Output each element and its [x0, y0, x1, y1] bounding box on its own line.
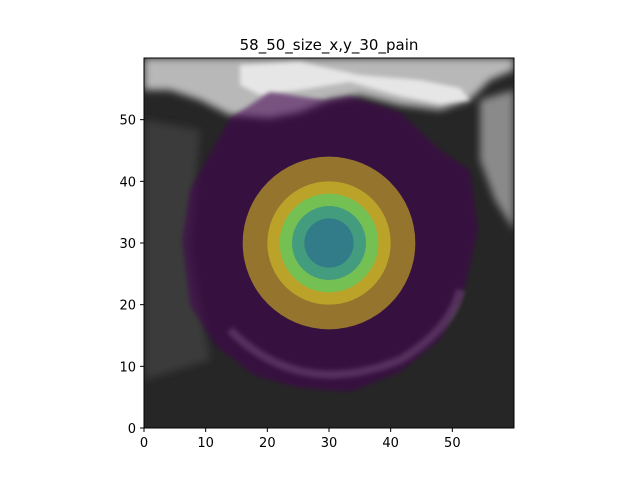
y-tick-label: 0 [128, 422, 136, 437]
x-axis: 0 10 20 30 40 50 [140, 428, 461, 451]
y-tick-label: 30 [119, 237, 136, 252]
x-tick-label: 10 [197, 436, 214, 451]
y-axis: 0 10 20 30 40 50 [119, 114, 144, 437]
y-tick-label: 40 [119, 175, 136, 190]
x-tick-label: 40 [382, 436, 399, 451]
y-tick-label: 10 [119, 360, 136, 375]
ct-bright-right [480, 90, 514, 230]
x-tick-label: 50 [444, 436, 461, 451]
x-tick-label: 20 [259, 436, 276, 451]
ct-bright-structure [144, 58, 514, 118]
chart-title: 58_50_size_x,y_30_pain [240, 36, 419, 55]
x-tick-label: 0 [140, 436, 148, 451]
heatmap-rings [242, 156, 416, 330]
x-tick-label: 30 [321, 436, 338, 451]
ct-bright-highlight [240, 62, 470, 104]
heatmap-ring-4 [304, 218, 354, 268]
y-tick-label: 50 [119, 114, 136, 129]
plot-area [144, 58, 514, 428]
y-tick-label: 20 [119, 299, 136, 314]
